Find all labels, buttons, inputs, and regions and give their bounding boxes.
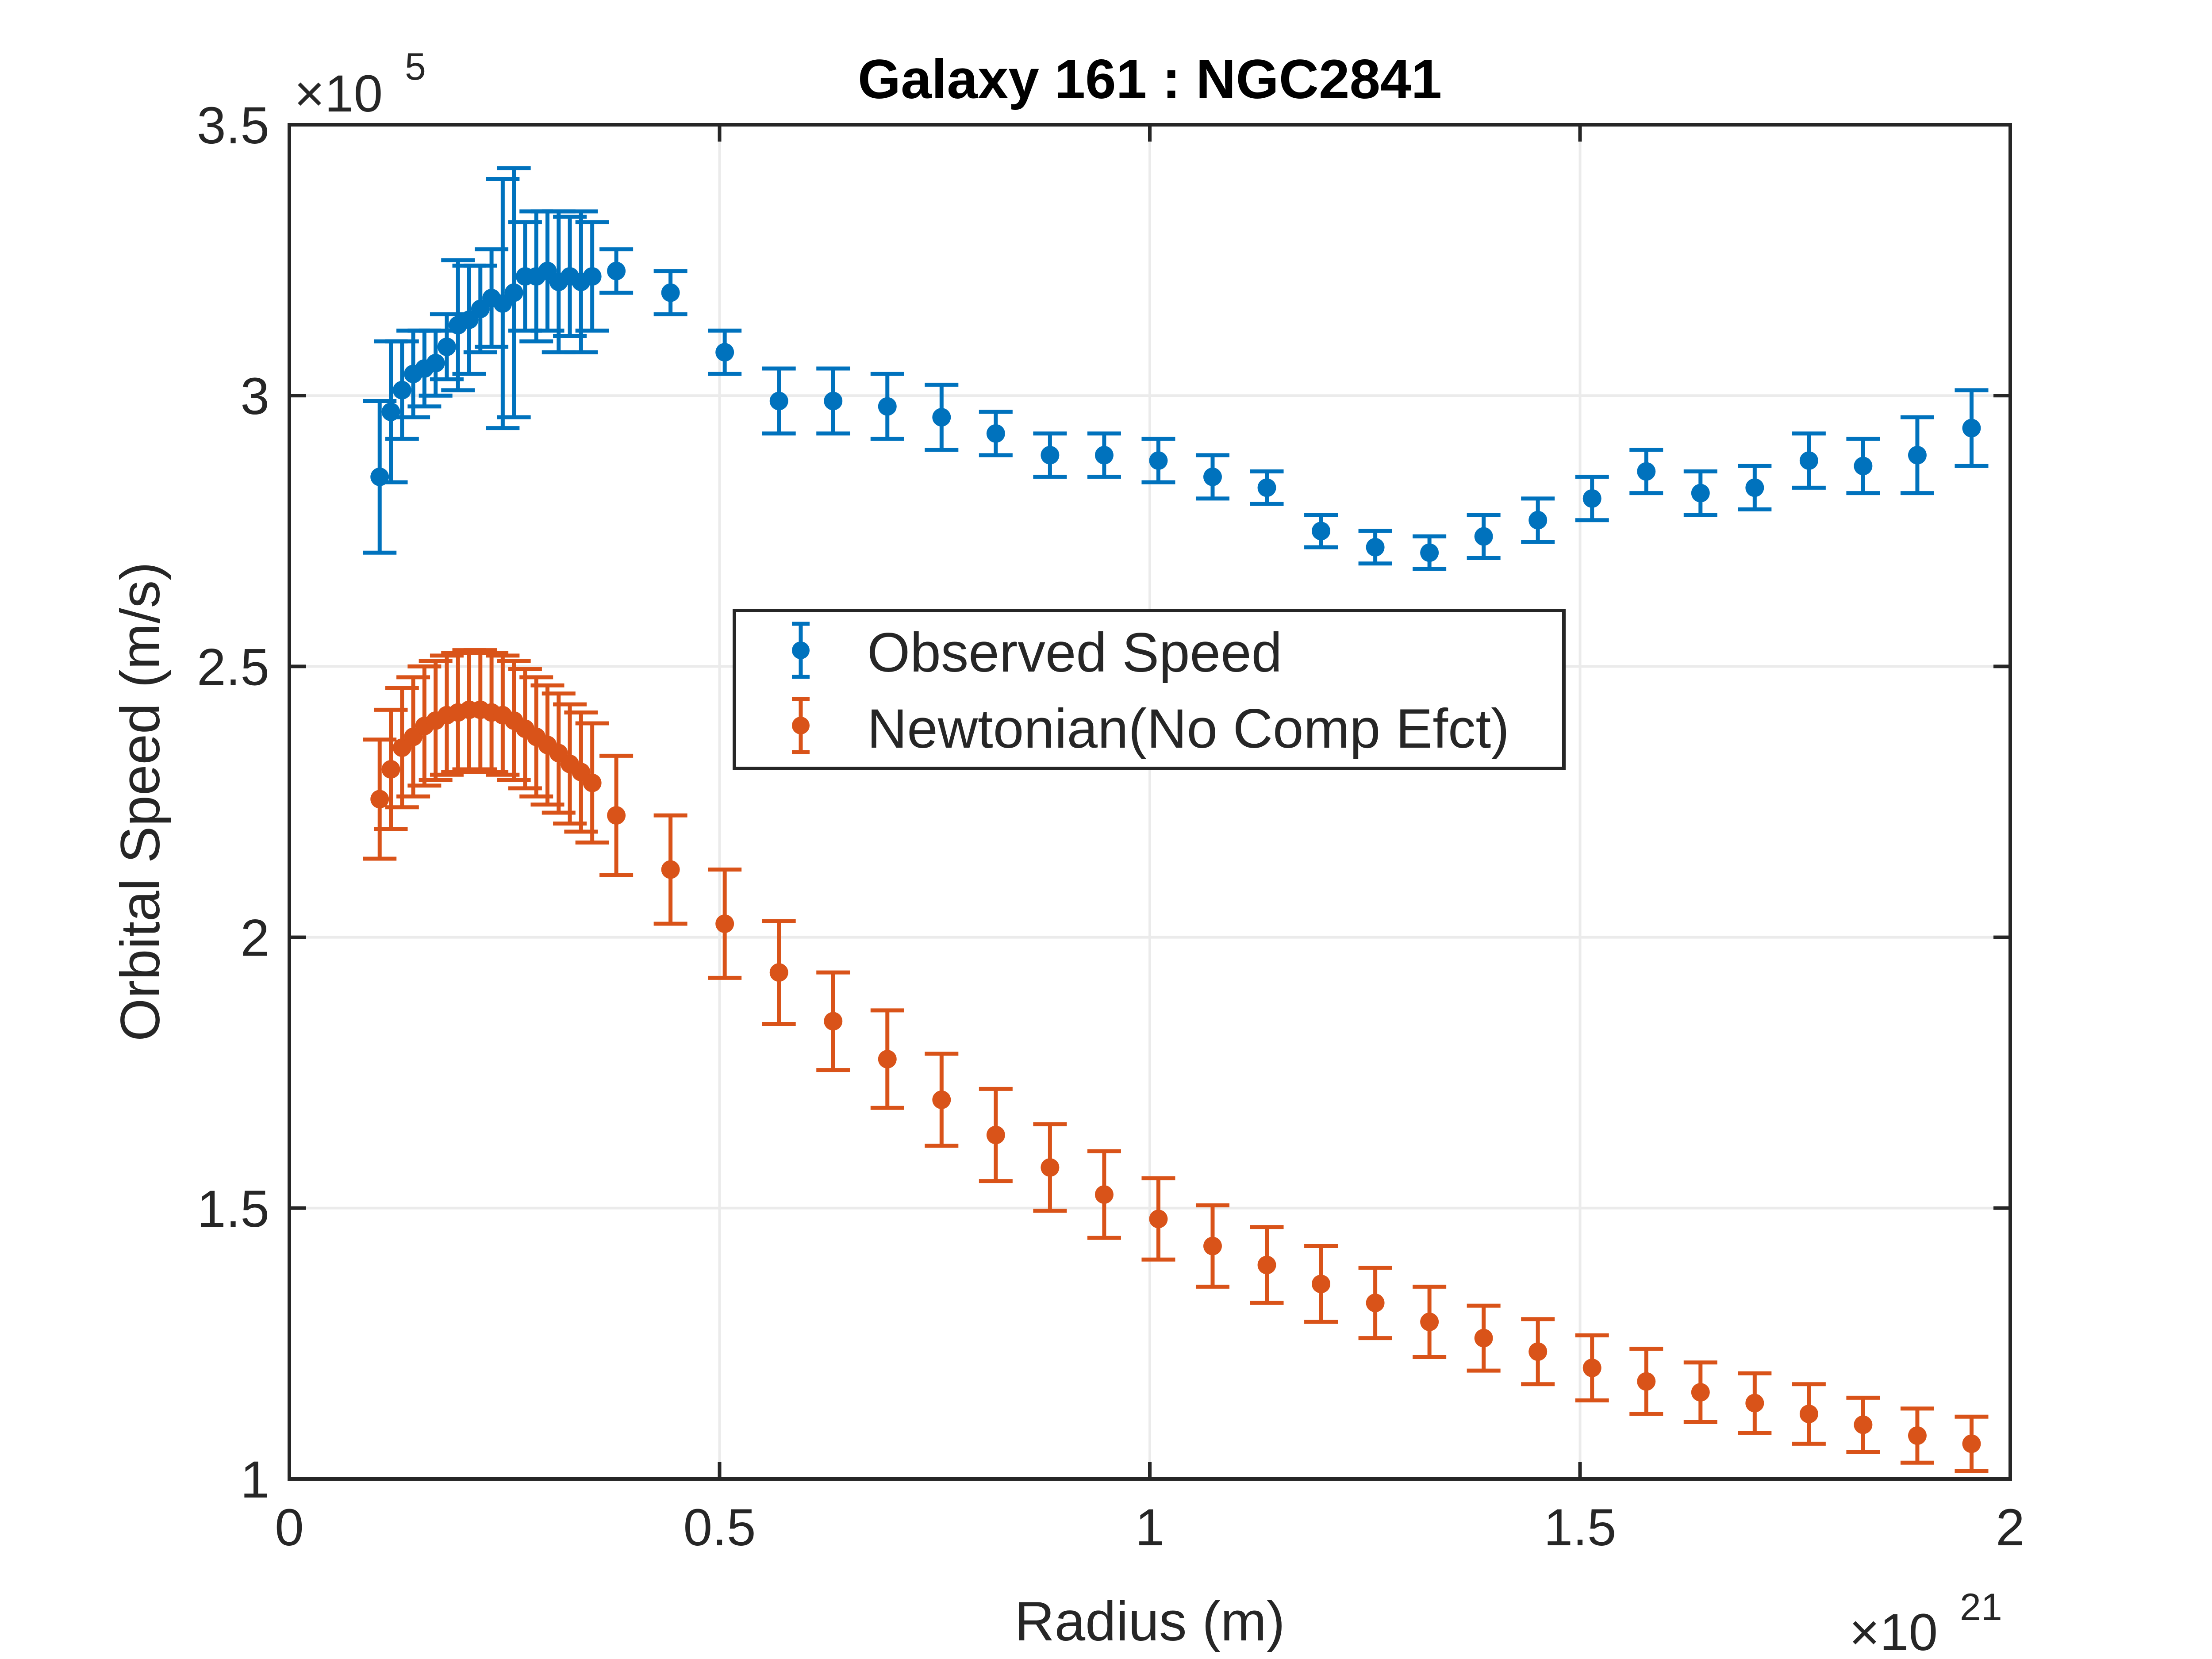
x-axis-label: Radius (m) [1014, 1591, 1285, 1652]
newtonian-series [363, 648, 1989, 1473]
x-tick-label: 2 [1996, 1498, 2025, 1557]
data-point [1854, 457, 1873, 476]
data-point [1745, 1394, 1764, 1413]
chart-title: Galaxy 161 : NGC2841 [858, 49, 1442, 110]
data-point [932, 1090, 951, 1109]
data-point [583, 267, 602, 286]
data-point [1582, 489, 1601, 508]
y-tick-label: 2.5 [197, 638, 269, 696]
data-point [426, 353, 445, 373]
x-tick-label: 0.5 [683, 1498, 756, 1557]
data-point [1257, 478, 1276, 497]
data-point [1582, 1358, 1601, 1377]
observed-speed-series [363, 166, 1989, 571]
data-point [878, 397, 897, 416]
data-point [715, 343, 734, 362]
y-tick-label: 3 [240, 367, 269, 426]
data-point [1420, 1312, 1439, 1331]
data-point [1691, 1383, 1710, 1402]
data-point [583, 773, 602, 792]
data-point [661, 860, 680, 879]
data-point [878, 1050, 897, 1069]
data-point [1203, 467, 1222, 486]
data-point [1908, 1426, 1927, 1445]
y-tick-label: 1.5 [197, 1180, 269, 1238]
data-point [1366, 1294, 1385, 1313]
data-point [1962, 419, 1981, 438]
data-point [381, 760, 400, 779]
plot-area-frame [288, 123, 2012, 1481]
data-point [769, 392, 788, 411]
data-point [1041, 1158, 1060, 1177]
data-point [1799, 1405, 1818, 1424]
data-point [1203, 1237, 1222, 1256]
legend-label-observed: Observed Speed [867, 622, 1282, 684]
data-point [370, 790, 389, 809]
data-point [1854, 1415, 1873, 1434]
x-tick-label: 0 [275, 1498, 304, 1557]
x-exponent-label: ×10 21 [1849, 1586, 2002, 1659]
data-point [1691, 484, 1710, 503]
data-point [1420, 543, 1439, 562]
y-tick-label: 1 [240, 1451, 269, 1509]
data-point [607, 806, 626, 825]
x-exponent-base: ×10 [1849, 1603, 1938, 1659]
data-point [932, 408, 951, 427]
legend-box [733, 609, 1566, 770]
data-point [824, 392, 843, 411]
data-point [1799, 451, 1818, 470]
data-point [1312, 522, 1331, 541]
data-point [1041, 445, 1060, 465]
x-tick-label: 1 [1135, 1498, 1164, 1557]
y-exponent-power: 5 [405, 46, 426, 88]
data-point [1637, 462, 1656, 481]
data-point [504, 283, 523, 302]
data-series [363, 166, 1989, 1473]
y-exponent-base: ×10 [294, 65, 383, 123]
data-point [1745, 478, 1764, 497]
y-tick-label: 2 [240, 909, 269, 968]
data-point [392, 380, 411, 399]
data-point [1528, 511, 1548, 530]
data-point [1149, 1210, 1168, 1229]
data-point [1094, 1185, 1114, 1204]
data-point [437, 338, 456, 357]
data-point [824, 1012, 843, 1031]
data-point [1474, 527, 1493, 546]
data-point [381, 402, 400, 421]
x-tick-label: 1.5 [1544, 1498, 1616, 1557]
y-exponent-label: ×10 5 [294, 46, 426, 123]
data-point [661, 283, 680, 302]
data-point [1962, 1434, 1981, 1453]
data-point [769, 963, 788, 982]
data-point [1637, 1372, 1656, 1391]
data-point [986, 424, 1005, 443]
legend-label-newtonian: Newtonian(No Comp Efct) [867, 698, 1509, 760]
data-point [715, 914, 734, 933]
data-point [1094, 445, 1114, 465]
data-point [1366, 538, 1385, 557]
data-point [1908, 445, 1927, 465]
axis-ticks: 0 0.5 1 1.5 2 1 1.5 2 2.5 3 3.5 [197, 96, 2025, 1557]
data-point [1528, 1342, 1548, 1361]
data-point [607, 261, 626, 280]
y-tick-label: 3.5 [197, 96, 269, 155]
data-point [1312, 1275, 1331, 1294]
data-point [1474, 1329, 1493, 1348]
data-point [1257, 1256, 1276, 1275]
data-point [1149, 451, 1168, 470]
legend-marker-newtonian [792, 697, 810, 754]
data-point [986, 1125, 1005, 1144]
legend: Observed Speed Newtonian(No Comp Efct) [733, 609, 1566, 770]
legend-marker-observed [792, 622, 810, 679]
y-axis-label: Orbital Speed (m/s) [110, 562, 171, 1041]
x-exponent-power: 21 [1960, 1586, 2002, 1628]
